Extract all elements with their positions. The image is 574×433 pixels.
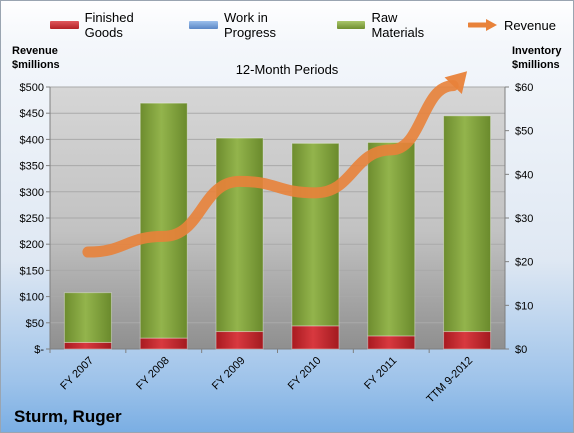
right-axis-tick-label: $20 xyxy=(515,257,533,269)
bar-finished-goods xyxy=(443,331,492,350)
legend-label-raw-materials: Raw Materials xyxy=(371,10,425,40)
left-axis-tick-label: $500 xyxy=(20,82,44,94)
x-axis-category-label: FY 2007 xyxy=(58,355,96,393)
left-axis-title-line1: Revenue xyxy=(12,45,58,57)
right-axis-tick-label: $0 xyxy=(515,344,527,356)
legend-item-raw-materials: Raw Materials xyxy=(336,10,450,40)
left-axis-tick-label: $250 xyxy=(20,213,44,225)
right-axis-title-line2: $millions xyxy=(512,59,560,71)
x-axis-category-label: TTM 9-2012 xyxy=(424,355,475,406)
right-axis-title: Inventory $millions xyxy=(512,44,562,72)
bar-finished-goods xyxy=(63,341,112,350)
chart-subtitle: 12-Month Periods xyxy=(235,62,339,77)
legend-label-finished-goods: Finished Goods xyxy=(84,10,134,40)
legend-item-work-in-progress: Work in Progress xyxy=(189,10,318,40)
revenue-arrowhead xyxy=(444,71,468,95)
bar-raw-materials xyxy=(367,141,416,337)
left-axis-tick-label: $400 xyxy=(20,134,44,146)
left-axis-tick-label: $300 xyxy=(20,187,44,199)
left-axis-title-line2: $millions xyxy=(12,59,60,71)
bar-finished-goods xyxy=(291,325,340,350)
bar-raw-materials xyxy=(443,115,492,333)
bar-finished-goods xyxy=(367,335,416,350)
legend-swatch-raw-materials xyxy=(336,21,366,29)
bar-raw-materials xyxy=(139,102,188,339)
x-axis-category-label: FY 2010 xyxy=(286,355,324,393)
right-axis-tick-label: $10 xyxy=(515,300,533,312)
bar-raw-materials xyxy=(215,137,264,333)
legend-swatch-finished-goods xyxy=(50,21,79,29)
chart-legend: Finished Goods Work in Progress Raw Mate… xyxy=(50,10,574,40)
left-axis-tick-label: $200 xyxy=(20,239,44,251)
left-axis-title: Revenue $millions xyxy=(12,44,60,72)
legend-item-finished-goods: Finished Goods xyxy=(50,10,171,40)
left-axis-tick-label: $50 xyxy=(26,318,44,330)
legend-label-revenue: Revenue xyxy=(503,17,556,33)
left-axis-tick-label: $450 xyxy=(20,108,44,120)
left-axis-tick-label: $350 xyxy=(20,161,44,173)
legend-label-work-in-progress: Work in Progress xyxy=(224,10,277,40)
right-axis-tick-label: $40 xyxy=(515,169,533,181)
left-axis-tick-label: $- xyxy=(34,344,44,356)
right-axis-tick-label: $30 xyxy=(515,213,533,225)
bar-finished-goods xyxy=(215,331,264,350)
left-axis-tick-label: $150 xyxy=(20,265,44,277)
bar-raw-materials xyxy=(63,292,112,343)
x-axis-category-label: FY 2008 xyxy=(134,355,172,393)
company-name: Sturm, Ruger xyxy=(14,407,122,426)
x-axis-category-label: FY 2011 xyxy=(362,355,399,392)
legend-swatch-work-in-progress xyxy=(189,21,219,29)
x-axis-category-label: FY 2009 xyxy=(210,355,248,393)
legend-swatch-revenue xyxy=(467,19,497,31)
bar-raw-materials xyxy=(291,142,340,327)
bar-finished-goods xyxy=(139,337,188,350)
right-axis-tick-label: $60 xyxy=(515,82,533,94)
left-axis-tick-label: $100 xyxy=(20,292,44,304)
right-axis-title-line1: Inventory xyxy=(512,45,562,57)
legend-item-revenue: Revenue xyxy=(467,17,556,33)
right-axis-tick-label: $50 xyxy=(515,126,533,138)
revenue-line xyxy=(82,80,459,258)
